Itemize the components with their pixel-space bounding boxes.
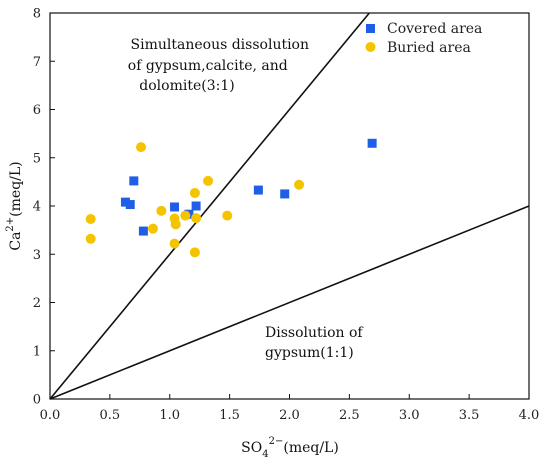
data-point-buried-8 [180,210,191,221]
data-point-covered-8 [280,189,290,199]
y-axis-title-sup: 2+ [5,217,16,232]
annotation-1-1-line-2: gypsum(1:1) [265,345,354,361]
x-axis-title-sub: 4 [262,449,268,460]
legend-marker-buried [365,42,376,52]
data-point-covered-9 [367,138,377,148]
y-tick-label: 5 [33,151,41,166]
reference-line-1-1 [49,205,530,400]
legend-label-covered: Covered area [387,21,482,37]
y-tick-label: 2 [33,296,41,311]
reference-line-3-1 [49,12,370,400]
x-tick-label: 1.0 [159,408,180,423]
annotation-3-1: Simultaneous dissolution of gypsum,calci… [128,37,314,94]
data-point-covered-4 [170,202,180,212]
data-point-buried-12 [203,175,214,186]
data-point-covered-2 [129,176,139,186]
annotation-3-1-line-3: dolomite(3:1) [139,78,234,94]
x-axis-title-sup: 2− [269,436,284,447]
data-point-covered-1 [125,200,135,210]
annotation-1-1-line-1: Dissolution of [265,325,364,341]
data-point-buried-4 [156,205,167,216]
data-point-buried-1 [85,233,96,244]
data-point-buried-11 [189,247,200,258]
data-point-covered-7 [253,185,263,195]
x-axis-title-unit: (meq/L) [283,440,338,456]
data-point-buried-13 [222,210,233,221]
data-point-buried-6 [170,219,181,230]
y-tick-label: 3 [33,248,41,263]
x-tick-label: 3.5 [459,408,480,423]
x-axis-title: SO42−(meq/L) [241,436,339,460]
data-point-buried-0 [85,214,96,225]
data-point-buried-10 [191,213,202,224]
legend: Covered area Buried area [365,21,482,56]
annotation-1-1: Dissolution of gypsum(1:1) [265,325,367,361]
y-axis-title-unit: (meq/L) [8,161,24,216]
data-point-covered-6 [191,201,201,211]
annotation-3-1-line-1: Simultaneous dissolution [131,37,309,53]
x-tick-label: 0.5 [100,408,121,423]
data-point-buried-3 [147,223,158,234]
y-tick-label: 8 [33,7,41,22]
data-point-buried-7 [169,238,180,249]
y-axis-title-base: Ca [8,232,24,251]
x-tick-label: 3.0 [399,408,420,423]
data-point-buried-9 [189,187,200,198]
legend-label-buried: Buried area [387,40,471,56]
legend-marker-covered [366,24,375,33]
x-tick-label: 2.0 [279,408,300,423]
x-tick-label: 4.0 [519,408,540,423]
data-point-covered-3 [138,226,148,236]
data-point-buried-2 [136,142,147,153]
data-point-buried-14 [294,179,305,190]
y-tick-label: 0 [33,393,41,408]
y-tick-label: 7 [33,55,41,70]
x-axis-title-base: SO [241,440,262,456]
x-tick-label: 2.5 [339,408,360,423]
y-tick-label: 6 [33,103,41,118]
annotation-3-1-line-2: of gypsum,calcite, and [128,58,288,74]
y-axis-title: Ca2+(meq/L) [5,161,24,250]
x-tick-label: 1.5 [219,408,240,423]
y-tick-label: 1 [33,344,41,359]
data-point-covered-0 [120,197,130,207]
x-tick-label: 0.0 [40,408,61,423]
y-tick-label: 4 [33,200,41,215]
